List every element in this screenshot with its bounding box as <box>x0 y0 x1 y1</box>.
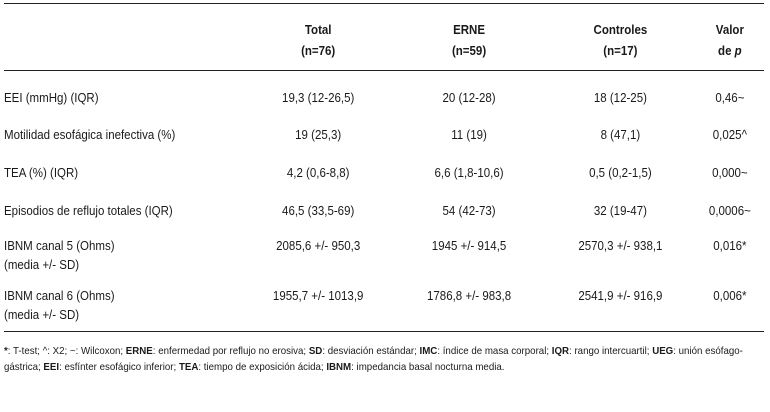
row-label: IBNM canal 6 (Ohms) (media +/- SD) <box>4 275 243 331</box>
row-label-line1: IBNM canal 6 (Ohms) <box>4 289 115 303</box>
footnote-abbr: EEI <box>43 361 60 373</box>
cell-erne: 20 (12-28) <box>442 91 496 105</box>
cell-erne: 54 (42-73) <box>442 204 496 218</box>
bottom-rule <box>4 331 764 332</box>
results-table-body: EEI (mmHg) (IQR) 19,3 (12-26,5) 20 (12-2… <box>4 71 764 331</box>
footnote-abbr: UEG <box>652 345 674 357</box>
cell-p-value: 0,006* <box>713 289 747 303</box>
footnote-text: : índice de masa corporal; <box>437 345 552 357</box>
cell-total: 4,2 (0,6-8,8) <box>286 166 350 180</box>
table-row: IBNM canal 6 (Ohms) (media +/- SD) 1955,7… <box>4 275 764 331</box>
header-p-prefix: de <box>718 44 735 58</box>
results-table: Total (n=76) ERNE (n=59) Controles (n=17… <box>4 4 764 70</box>
cell-p-value: 0,0006~ <box>708 204 751 218</box>
header-erne-n: (n=59) <box>451 44 487 58</box>
cell-total: 46,5 (33,5-69) <box>282 204 355 218</box>
row-label-line2: (media +/- SD) <box>4 258 80 272</box>
header-controles-label: Controles <box>593 23 648 37</box>
row-label: IBNM canal 5 (Ohms) (media +/- SD) <box>4 223 243 275</box>
cell-p-value: 0,025^ <box>712 128 747 142</box>
footnote-text: : unión esófago-gástrica; <box>4 345 743 373</box>
footnote-text: : impedancia basal nocturna media. <box>351 361 505 373</box>
header-p-line2: de p <box>696 41 764 62</box>
cell-p-value: 0,46~ <box>715 91 745 105</box>
footnote-text: : desviación estándar; <box>322 345 420 357</box>
table-row: Episodios de reflujo totales (IQR) 46,5 … <box>4 185 764 223</box>
footnote-abbr: IBNM <box>326 361 352 373</box>
row-label: Motilidad esofágica inefectiva (%) <box>4 128 176 142</box>
row-label-line1: IBNM canal 5 (Ohms) <box>4 239 115 253</box>
header-rule <box>4 70 764 71</box>
header-total-n: (n=76) <box>301 44 336 58</box>
table-row: IBNM canal 5 (Ohms) (media +/- SD) 2085,6… <box>4 223 764 275</box>
header-erne: ERNE (n=59) <box>393 4 545 70</box>
cell-controles: 8 (47,1) <box>600 128 641 142</box>
top-rule <box>4 3 764 4</box>
cell-controles: 2541,9 +/- 916,9 <box>578 289 663 303</box>
footnote-text: : esfínter esofágico inferior; <box>59 361 179 373</box>
row-label-line2: (media +/- SD) <box>4 308 80 322</box>
row-label: TEA (%) (IQR) <box>4 166 79 180</box>
footnote-text: : rango intercuartil; <box>569 345 653 357</box>
cell-controles: 2570,3 +/- 938,1 <box>578 239 663 253</box>
cell-p-value: 0,016* <box>713 239 747 253</box>
cell-erne: 1786,8 +/- 983,8 <box>427 289 512 303</box>
footnote-abbr: TEA <box>178 361 199 373</box>
cell-controles: 0,5 (0,2-1,5) <box>589 166 652 180</box>
table-row: Motilidad esofágica inefectiva (%) 19 (2… <box>4 109 764 147</box>
header-p-label: Valor <box>715 23 744 37</box>
cell-erne: 1945 +/- 914,5 <box>431 239 507 253</box>
cell-p-value: 0,000~ <box>712 166 748 180</box>
table-row: EEI (mmHg) (IQR) 19,3 (12-26,5) 20 (12-2… <box>4 71 764 109</box>
header-controles: Controles (n=17) <box>545 4 696 70</box>
footnote-text: : T-test; ^: X2; ~: Wilcoxon; <box>7 345 126 357</box>
footnote-text: : tiempo de exposición ácida; <box>198 361 327 373</box>
cell-controles: 18 (12-25) <box>593 91 647 105</box>
header-erne-label: ERNE <box>453 23 486 37</box>
header-row: Total (n=76) ERNE (n=59) Controles (n=17… <box>4 4 764 70</box>
cell-total: 1955,7 +/- 1013,9 <box>272 289 364 303</box>
header-total-label: Total <box>304 23 332 37</box>
cell-erne: 6,6 (1,8-10,6) <box>434 166 504 180</box>
cell-controles: 32 (19-47) <box>593 204 647 218</box>
footnote-abbr: SD <box>308 345 323 357</box>
header-p-value: Valor de p <box>696 4 764 70</box>
footnote-abbr: IQR <box>551 345 570 357</box>
footnote-abbr: IMC <box>419 345 438 357</box>
results-table-container: Total (n=76) ERNE (n=59) Controles (n=17… <box>4 0 764 375</box>
table-row: TEA (%) (IQR) 4,2 (0,6-8,8) 6,6 (1,8-10,… <box>4 147 764 185</box>
row-label: Episodios de reflujo totales (IQR) <box>4 204 173 218</box>
row-label: EEI (mmHg) (IQR) <box>4 91 99 105</box>
cell-total: 19 (25,3) <box>295 128 342 142</box>
cell-total: 2085,6 +/- 950,3 <box>276 239 361 253</box>
footnote-text: : enfermedad por reflujo no erosiva; <box>152 345 309 357</box>
footnote-abbr: * <box>4 345 8 357</box>
header-empty <box>4 4 243 70</box>
table-footnote: *: T-test; ^: X2; ~: Wilcoxon; ERNE: enf… <box>4 332 764 375</box>
cell-total: 19,3 (12-26,5) <box>282 91 355 105</box>
header-controles-n: (n=17) <box>603 44 638 58</box>
cell-erne: 11 (19) <box>451 128 487 142</box>
footnote-abbr: ERNE <box>125 345 153 357</box>
header-total: Total (n=76) <box>243 4 393 70</box>
header-p-italic: p <box>734 44 742 58</box>
